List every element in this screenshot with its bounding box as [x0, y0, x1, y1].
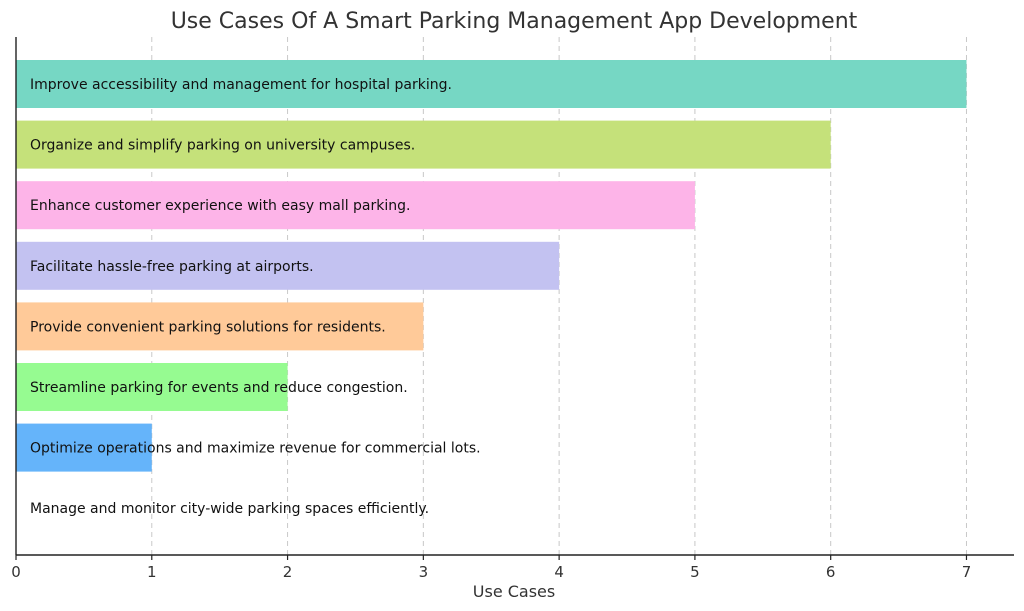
bar-4 — [16, 302, 424, 351]
bar-5 — [16, 363, 288, 411]
x-tick-label-6: 6 — [826, 563, 836, 581]
x-tick-label-2: 2 — [283, 563, 293, 581]
bar-label-4: Provide convenient parking solutions for… — [30, 319, 386, 335]
bar-1 — [16, 120, 831, 169]
bar-label-0: Improve accessibility and management for… — [30, 77, 452, 93]
x-tick-label-1: 1 — [147, 563, 157, 581]
x-tick-label-3: 3 — [419, 563, 429, 581]
bar-2 — [16, 181, 695, 230]
grid-lines — [151, 37, 967, 555]
chart-title: Use Cases Of A Smart Parking Management … — [171, 9, 858, 34]
x-tick-label-0: 0 — [11, 563, 21, 581]
bar-labels: Improve accessibility and management for… — [30, 77, 481, 517]
axes: 0 1 2 3 4 5 6 7 — [11, 37, 1014, 581]
bar-3 — [16, 241, 560, 290]
bar-label-2: Enhance customer experience with easy ma… — [30, 198, 410, 214]
x-tick-label-4: 4 — [554, 563, 564, 581]
bar-label-1: Organize and simplify parking on univers… — [30, 138, 415, 154]
x-tick-label-7: 7 — [962, 563, 972, 581]
bar-label-6: Optimize operations and maximize revenue… — [30, 441, 481, 457]
x-tick-label-5: 5 — [690, 563, 700, 581]
bar-0 — [16, 60, 967, 108]
bar-6 — [16, 423, 152, 472]
bar-label-3: Facilitate hassle-free parking at airpor… — [30, 259, 314, 275]
bar-label-7: Manage and monitor city-wide parking spa… — [30, 501, 429, 517]
x-axis-label: Use Cases — [473, 582, 555, 601]
bars — [16, 60, 967, 472]
bar-label-5: Streamline parking for events and reduce… — [30, 380, 408, 396]
